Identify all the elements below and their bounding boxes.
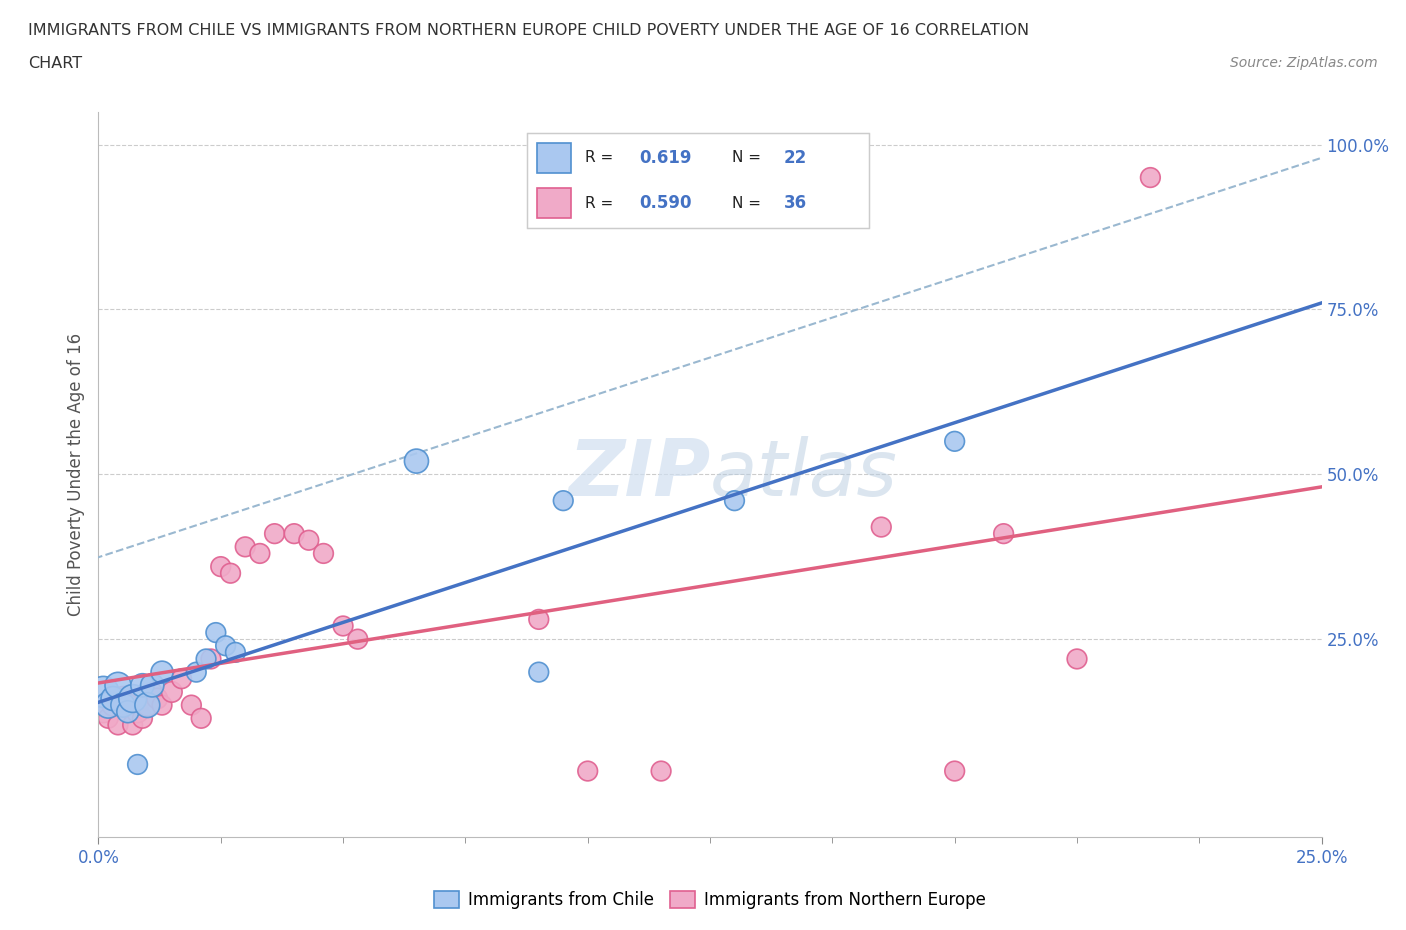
Point (107, 717, 129, 732)
Point (263, 526, 285, 541)
Point (131, 711, 153, 725)
Point (1066, 652, 1088, 667)
Point (136, 698, 159, 712)
Point (312, 546, 335, 561)
Point (111, 698, 134, 712)
Point (200, 652, 222, 667)
Point (117, 704, 139, 719)
Y-axis label: Child Poverty Under the Age of 16: Child Poverty Under the Age of 16 (67, 333, 86, 616)
Point (136, 698, 159, 712)
Point (111, 691, 134, 706)
Point (97, 711, 120, 725)
Point (146, 691, 169, 706)
Point (209, 559, 232, 574)
Point (205, 625, 228, 640)
Point (127, 704, 149, 719)
Point (993, 526, 1015, 541)
Point (141, 678, 163, 693)
Point (180, 698, 202, 712)
Point (283, 526, 305, 541)
Point (131, 678, 153, 693)
Legend: Immigrants from Chile, Immigrants from Northern Europe: Immigrants from Chile, Immigrants from N… (427, 884, 993, 916)
Point (127, 757, 149, 772)
Point (214, 638, 236, 653)
Point (141, 684, 163, 699)
Point (170, 671, 193, 686)
Point (553, 493, 575, 508)
Point (121, 717, 143, 732)
Point (527, 665, 550, 680)
Point (249, 546, 271, 561)
Point (117, 698, 139, 712)
Point (527, 612, 550, 627)
Point (650, 764, 672, 778)
Point (91, 704, 114, 719)
Point (332, 618, 354, 633)
Text: CHART: CHART (28, 56, 82, 71)
Point (224, 644, 246, 659)
Point (870, 520, 893, 535)
Point (150, 665, 173, 680)
Point (346, 631, 368, 646)
Point (91, 684, 114, 699)
Point (97, 698, 120, 712)
Point (186, 665, 208, 680)
Point (943, 764, 966, 778)
Point (121, 691, 143, 706)
Point (943, 434, 966, 449)
Point (195, 652, 218, 667)
Point (723, 493, 745, 508)
Point (1139, 170, 1161, 185)
Point (190, 711, 212, 725)
Point (101, 698, 124, 712)
Point (150, 698, 173, 712)
Text: Source: ZipAtlas.com: Source: ZipAtlas.com (1230, 56, 1378, 70)
Point (219, 565, 242, 580)
Point (405, 454, 427, 469)
Point (160, 684, 183, 699)
Point (233, 539, 256, 554)
Text: atlas: atlas (710, 436, 898, 512)
Point (107, 678, 129, 693)
Point (298, 533, 321, 548)
Text: ZIP: ZIP (568, 436, 710, 512)
Text: IMMIGRANTS FROM CHILE VS IMMIGRANTS FROM NORTHERN EUROPE CHILD POVERTY UNDER THE: IMMIGRANTS FROM CHILE VS IMMIGRANTS FROM… (28, 23, 1029, 38)
Point (576, 764, 599, 778)
Point (101, 691, 124, 706)
